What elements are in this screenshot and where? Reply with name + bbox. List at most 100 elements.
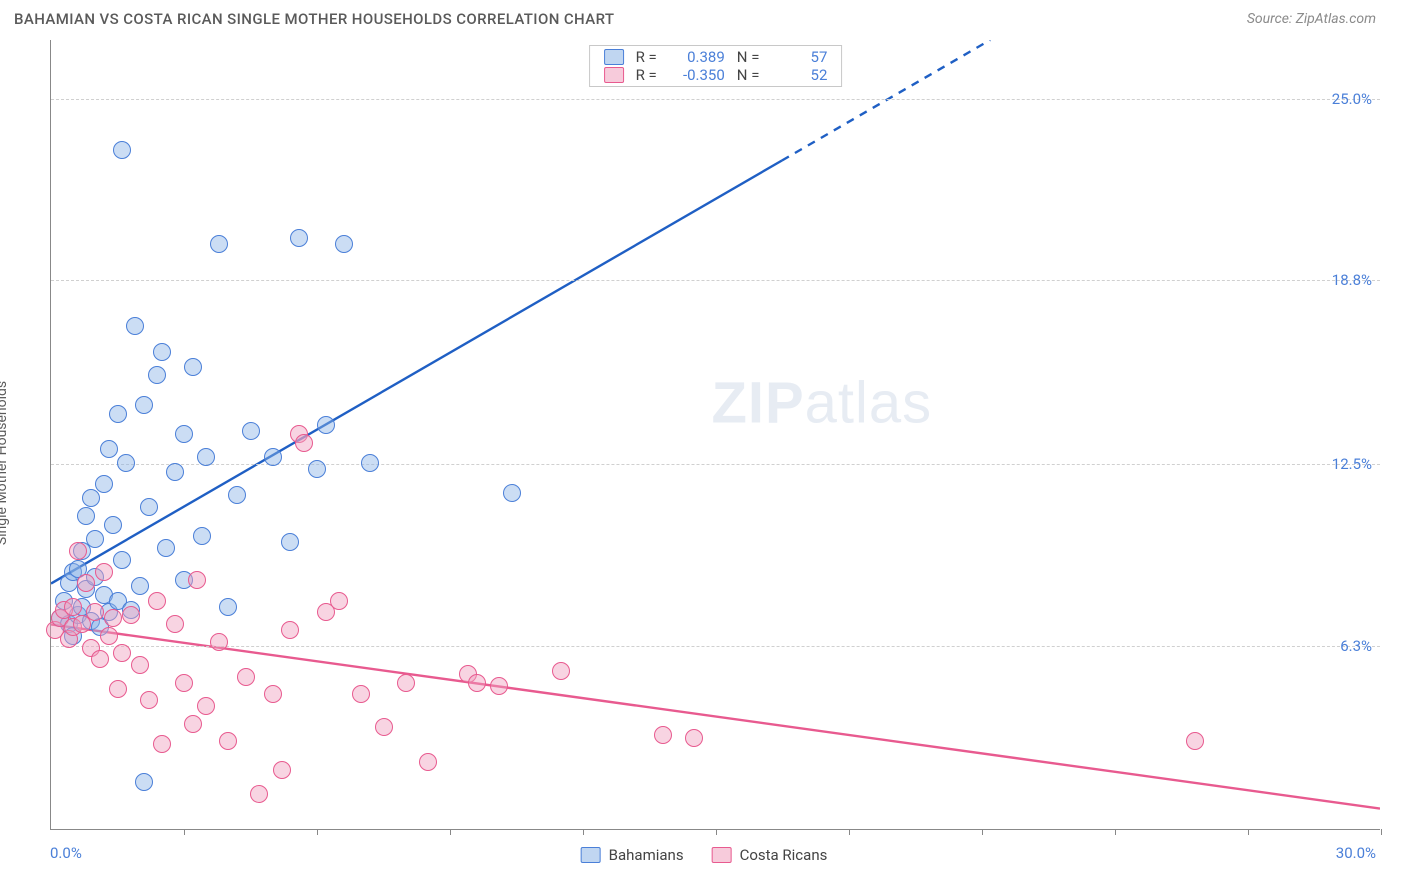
scatter-point bbox=[264, 685, 282, 703]
scatter-point bbox=[113, 551, 131, 569]
scatter-point bbox=[69, 542, 87, 560]
legend-n-value: 57 bbox=[771, 48, 827, 66]
y-axis-label: Single Mother Households bbox=[0, 381, 10, 545]
gridline bbox=[51, 280, 1380, 281]
gridline bbox=[51, 99, 1380, 100]
scatter-point bbox=[135, 773, 153, 791]
scatter-point bbox=[317, 416, 335, 434]
scatter-point bbox=[104, 609, 122, 627]
legend-r-label: R = bbox=[636, 66, 657, 84]
scatter-point bbox=[113, 644, 131, 662]
scatter-point bbox=[126, 317, 144, 335]
scatter-point bbox=[197, 448, 215, 466]
source-attribution: Source: ZipAtlas.com bbox=[1247, 11, 1376, 27]
scatter-point bbox=[330, 592, 348, 610]
watermark-light: atlas bbox=[805, 370, 933, 435]
scatter-point bbox=[104, 516, 122, 534]
scatter-point bbox=[308, 460, 326, 478]
legend-n-value: 52 bbox=[771, 66, 827, 84]
watermark-bold: ZIP bbox=[711, 370, 804, 435]
x-tick-mark bbox=[450, 829, 451, 835]
scatter-point bbox=[157, 539, 175, 557]
x-tick-mark bbox=[184, 829, 185, 835]
scatter-point bbox=[281, 621, 299, 639]
x-tick-mark bbox=[317, 829, 318, 835]
legend-swatch bbox=[604, 67, 624, 83]
scatter-point bbox=[197, 697, 215, 715]
scatter-point bbox=[86, 603, 104, 621]
x-tick-mark bbox=[1248, 829, 1249, 835]
legend-swatch bbox=[581, 847, 601, 863]
legend-r-label: R = bbox=[636, 48, 657, 66]
scatter-point bbox=[685, 729, 703, 747]
scatter-point bbox=[375, 718, 393, 736]
legend-n-label: N = bbox=[737, 66, 760, 84]
legend-r-value: 0.389 bbox=[669, 48, 725, 66]
scatter-point bbox=[77, 574, 95, 592]
scatter-point bbox=[86, 530, 104, 548]
scatter-point bbox=[654, 726, 672, 744]
scatter-point bbox=[503, 484, 521, 502]
scatter-point bbox=[140, 498, 158, 516]
scatter-point bbox=[228, 486, 246, 504]
scatter-point bbox=[264, 448, 282, 466]
chart-header: BAHAMIAN VS COSTA RICAN SINGLE MOTHER HO… bbox=[0, 0, 1406, 34]
y-tick-label: 18.8% bbox=[1332, 271, 1372, 289]
legend-top-row: R =0.389N =57 bbox=[590, 48, 842, 66]
plot-area: ZIPatlas R =0.389N =57R =-0.350N =52 6.3… bbox=[50, 40, 1380, 830]
legend-swatch bbox=[712, 847, 732, 863]
scatter-point bbox=[335, 235, 353, 253]
scatter-point bbox=[148, 592, 166, 610]
scatter-point bbox=[131, 577, 149, 595]
series-legend: Bahamians Costa Ricans bbox=[581, 846, 828, 864]
scatter-point bbox=[100, 440, 118, 458]
scatter-point bbox=[82, 489, 100, 507]
scatter-point bbox=[122, 606, 140, 624]
scatter-point bbox=[1186, 732, 1204, 750]
scatter-point bbox=[77, 507, 95, 525]
scatter-point bbox=[95, 475, 113, 493]
scatter-point bbox=[131, 656, 149, 674]
scatter-point bbox=[117, 454, 135, 472]
scatter-point bbox=[100, 627, 118, 645]
scatter-point bbox=[397, 674, 415, 692]
legend-series-item: Bahamians bbox=[581, 846, 684, 864]
x-axis-origin: 0.0% bbox=[50, 844, 82, 862]
legend-series-label: Bahamians bbox=[609, 846, 684, 864]
scatter-point bbox=[113, 141, 131, 159]
scatter-point bbox=[210, 235, 228, 253]
scatter-point bbox=[184, 358, 202, 376]
y-tick-label: 6.3% bbox=[1340, 637, 1372, 655]
chart: Single Mother Households ZIPatlas R =0.3… bbox=[14, 40, 1394, 870]
scatter-point bbox=[219, 732, 237, 750]
legend-series-label: Costa Ricans bbox=[740, 846, 828, 864]
scatter-point bbox=[219, 598, 237, 616]
scatter-point bbox=[166, 463, 184, 481]
legend-swatch bbox=[604, 49, 624, 65]
scatter-point bbox=[295, 434, 313, 452]
scatter-point bbox=[140, 691, 158, 709]
x-tick-mark bbox=[1115, 829, 1116, 835]
scatter-point bbox=[109, 405, 127, 423]
watermark: ZIPatlas bbox=[711, 369, 932, 436]
scatter-point bbox=[95, 563, 113, 581]
scatter-point bbox=[237, 668, 255, 686]
chart-title: BAHAMIAN VS COSTA RICAN SINGLE MOTHER HO… bbox=[14, 10, 614, 28]
scatter-point bbox=[109, 680, 127, 698]
scatter-point bbox=[175, 674, 193, 692]
x-tick-mark bbox=[583, 829, 584, 835]
scatter-point bbox=[184, 715, 202, 733]
scatter-point bbox=[166, 615, 184, 633]
scatter-point bbox=[352, 685, 370, 703]
scatter-point bbox=[250, 785, 268, 803]
scatter-point bbox=[419, 753, 437, 771]
x-tick-mark bbox=[716, 829, 717, 835]
y-tick-label: 25.0% bbox=[1332, 90, 1372, 108]
x-axis-max: 30.0% bbox=[1336, 844, 1376, 862]
x-tick-mark bbox=[982, 829, 983, 835]
scatter-point bbox=[361, 454, 379, 472]
scatter-point bbox=[193, 527, 211, 545]
scatter-point bbox=[135, 396, 153, 414]
scatter-point bbox=[153, 343, 171, 361]
scatter-point bbox=[552, 662, 570, 680]
